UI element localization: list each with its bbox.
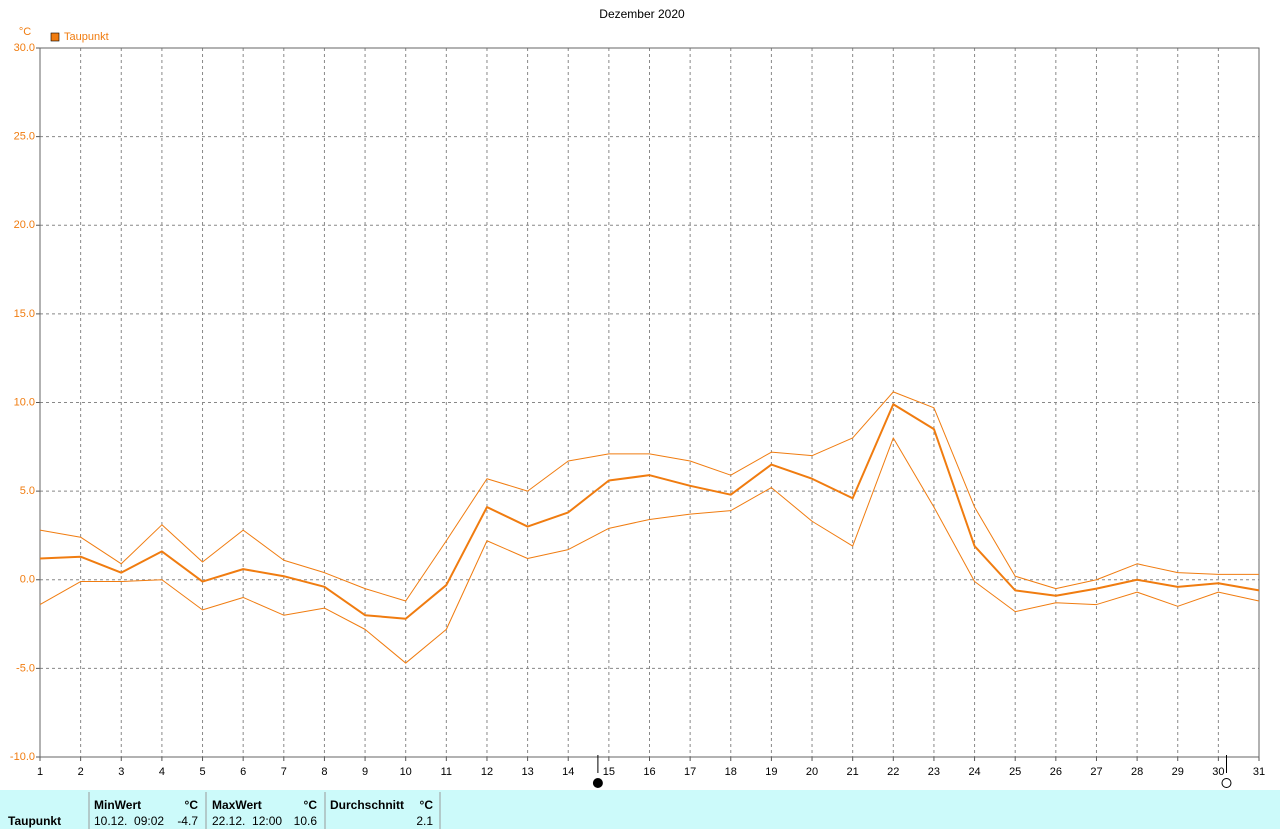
x-tick-label: 13 [521, 766, 533, 778]
x-tick-label: 28 [1131, 766, 1143, 778]
moon-phase [592, 778, 603, 788]
y-tick-label: 15.0 [14, 308, 35, 320]
x-tick-label: 21 [847, 766, 859, 778]
x-tick-label: 2 [78, 766, 84, 778]
y-tick-label: -10.0 [10, 751, 35, 763]
x-tick-label: 17 [684, 766, 696, 778]
stats-time: 10.12. 09:02 [94, 814, 164, 828]
x-tick-label: 20 [806, 766, 818, 778]
x-tick-label: 15 [603, 766, 615, 778]
x-tick-label: 1 [37, 766, 43, 778]
series-line [39, 403, 1260, 620]
stats-value: 10.6 [294, 814, 318, 828]
moon-phase [1221, 778, 1232, 788]
x-tick-label: 22 [887, 766, 899, 778]
x-tick-label: 8 [321, 766, 327, 778]
x-tick-label: 18 [725, 766, 737, 778]
x-tick-label: 14 [562, 766, 574, 778]
x-tick-label: 27 [1090, 766, 1102, 778]
stats-value: 2.1 [416, 814, 433, 828]
x-tick-label: 24 [968, 766, 980, 778]
x-tick-label: 12 [481, 766, 493, 778]
y-tick-label: 30.0 [14, 42, 35, 54]
x-tick-label: 9 [362, 766, 368, 778]
x-tick-label: 26 [1050, 766, 1062, 778]
series-line [39, 391, 1259, 602]
x-tick-label: 23 [928, 766, 940, 778]
y-tick-label: 20.0 [14, 219, 35, 231]
stats-row-label: Taupunkt [8, 814, 61, 828]
x-tick-label: 25 [1009, 766, 1021, 778]
stats-header: MinWert [94, 798, 141, 812]
stats-time: 22.12. 12:00 [212, 814, 282, 828]
stats-unit: °C [420, 798, 434, 812]
stats-value: -4.7 [177, 814, 198, 828]
series-line [39, 437, 1260, 664]
x-tick-label: 3 [118, 766, 124, 778]
x-tick-label: 11 [441, 766, 452, 778]
y-tick-label: 25.0 [14, 131, 35, 143]
plot-border [39, 47, 1260, 758]
stats-header: Durchschnitt [330, 798, 404, 812]
x-tick-label: 4 [159, 766, 165, 778]
y-tick-label: 10.0 [14, 396, 35, 408]
x-tick-label: 5 [199, 766, 205, 778]
y-unit: °C [19, 26, 31, 38]
stats-header: MaxWert [212, 798, 262, 812]
chart-title: Dezember 2020 [599, 7, 685, 21]
stats-unit: °C [304, 798, 318, 812]
x-tick-label: 16 [643, 766, 655, 778]
x-tick-label: 30 [1212, 766, 1224, 778]
x-tick-label: 19 [765, 766, 777, 778]
stats-unit: °C [185, 798, 199, 812]
y-tick-label: -5.0 [16, 662, 35, 674]
legend-swatch [50, 32, 60, 42]
x-tick-label: 10 [400, 766, 412, 778]
x-tick-label: 29 [1172, 766, 1184, 778]
y-tick-label: 0.0 [20, 574, 35, 586]
x-tick-label: 7 [281, 766, 287, 778]
y-tick-label: 5.0 [20, 485, 35, 497]
stats-dividers [88, 792, 441, 829]
x-tick-label: 6 [240, 766, 246, 778]
legend-label: Taupunkt [64, 31, 109, 43]
x-tick-label: 31 [1253, 766, 1265, 778]
stats-background [0, 790, 1280, 829]
